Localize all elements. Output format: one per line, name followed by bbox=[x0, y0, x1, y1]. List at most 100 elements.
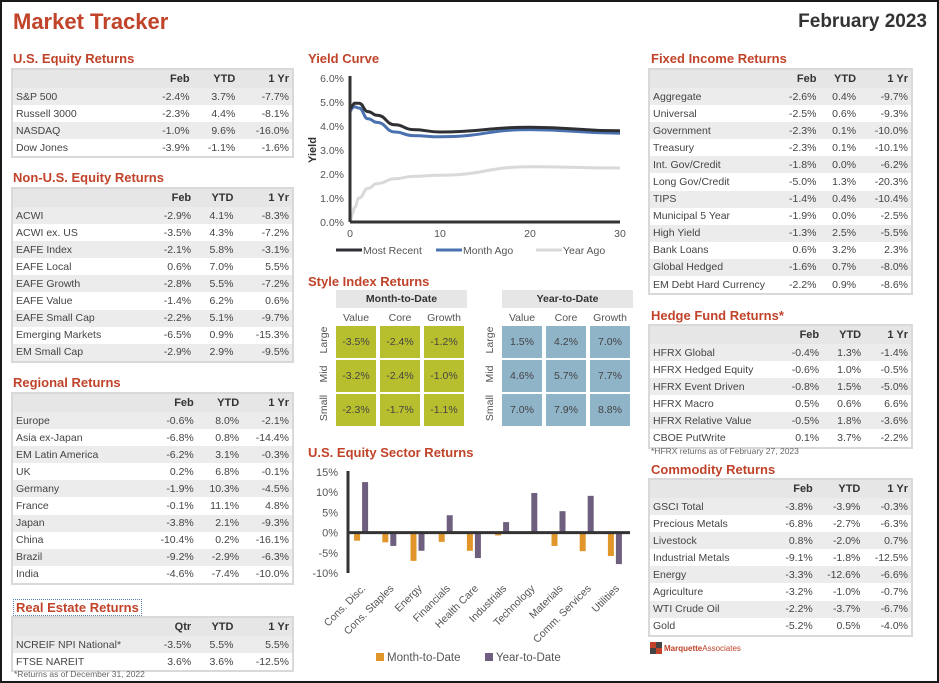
row-value: 2.3% bbox=[859, 241, 911, 259]
row-value: -2.7% bbox=[815, 515, 864, 533]
style-column-label: Core bbox=[388, 312, 412, 324]
row-value: -2.3% bbox=[775, 139, 820, 157]
column-header: YTD bbox=[194, 618, 237, 636]
table-row: Industrial Metals -9.1% -1.8% -12.5% bbox=[650, 549, 911, 567]
row-value: 1.3% bbox=[822, 344, 865, 362]
row-value: -9.2% bbox=[146, 548, 197, 566]
style-cell: 4.6% bbox=[502, 360, 542, 392]
table-row: Germany -1.9% 10.3% -4.5% bbox=[13, 480, 292, 498]
row-label: HFRX Hedged Equity bbox=[650, 361, 776, 379]
bar-ytd bbox=[418, 532, 425, 551]
legend-label: Month Ago bbox=[463, 245, 513, 257]
row-value: -5.5% bbox=[859, 224, 911, 242]
row-value: -12.6% bbox=[815, 566, 864, 584]
bar-ytd bbox=[362, 482, 369, 533]
fixed-income-table: Feb YTD 1 Yr Aggregate -2.6% 0.4% -9.7% Univers… bbox=[648, 68, 913, 296]
table-row: Int. Gov/Credit -1.8% 0.0% -6.2% bbox=[650, 156, 911, 174]
style-cell: 4.2% bbox=[546, 326, 586, 358]
hedge-fund-grid: Feb YTD 1 Yr HFRX Global -0.4% 1.3% -1.4% HFRX … bbox=[650, 326, 911, 447]
row-label: Dow Jones bbox=[13, 139, 147, 157]
table-row: HFRX Macro 0.5% 0.6% 6.6% bbox=[650, 395, 911, 413]
row-value: 0.6% bbox=[236, 292, 292, 310]
row-value: -9.1% bbox=[775, 549, 816, 567]
row-label: Global Hedged bbox=[650, 258, 776, 277]
bar-ytd bbox=[390, 532, 397, 546]
style-cell: -1.2% bbox=[424, 326, 464, 358]
row-value: -15.3% bbox=[236, 326, 292, 344]
table-row: Europe -0.6% 8.0% -2.1% bbox=[13, 412, 292, 430]
row-label: HFRX Event Driven bbox=[650, 378, 776, 396]
legend-swatch bbox=[485, 653, 493, 661]
table-row: Energy -3.3% -12.6% -6.6% bbox=[650, 566, 911, 584]
y-tick-label: 0% bbox=[322, 528, 338, 540]
row-value: -10.4% bbox=[859, 190, 911, 208]
row-value: -7.2% bbox=[236, 275, 292, 293]
bar-mtd bbox=[410, 532, 417, 561]
row-label: EAFE Index bbox=[13, 241, 147, 259]
row-value: 0.6% bbox=[775, 241, 820, 259]
page-title: Market Tracker bbox=[13, 9, 169, 34]
row-value: -3.3% bbox=[775, 566, 816, 584]
bar-ytd bbox=[474, 532, 481, 559]
row-value: -0.6% bbox=[775, 361, 823, 379]
row-label: Aggregate bbox=[650, 88, 776, 106]
column-header: YTD bbox=[194, 189, 237, 207]
column-header bbox=[13, 189, 147, 207]
table-row: Brazil -9.2% -2.9% -6.3% bbox=[13, 548, 292, 566]
y-tick-label: 1.0% bbox=[320, 193, 344, 205]
regional-table: Feb YTD 1 Yr Europe -0.6% 8.0% -2.1% Asia ex-Ja… bbox=[11, 392, 294, 585]
column-header: Feb bbox=[146, 70, 193, 88]
column-header: YTD bbox=[192, 70, 239, 88]
table-row: Municipal 5 Year -1.9% 0.0% -2.5% bbox=[650, 207, 911, 225]
style-cell: 1.5% bbox=[502, 326, 542, 358]
table-header-row: Feb YTD 1 Yr bbox=[13, 70, 292, 88]
row-value: 0.7% bbox=[863, 532, 911, 550]
y-tick-label: 5% bbox=[322, 507, 338, 519]
table-row: HFRX Relative Value -0.5% 1.8% -3.6% bbox=[650, 412, 911, 430]
row-value: 0.4% bbox=[819, 88, 860, 106]
row-value: 0.9% bbox=[194, 326, 237, 344]
row-label: EAFE Small Cap bbox=[13, 309, 147, 327]
row-value: -8.1% bbox=[238, 105, 292, 123]
row-label: Agriculture bbox=[650, 583, 776, 601]
style-cell: -1.0% bbox=[424, 360, 464, 392]
table-row: Global Hedged -1.6% 0.7% -8.0% bbox=[650, 258, 911, 277]
us-equity-table: Feb YTD 1 Yr S&P 500 -2.4% 3.7% -7.7% Russell 3… bbox=[11, 68, 294, 159]
row-value: -2.9% bbox=[196, 548, 243, 566]
y-tick-label: 3.0% bbox=[320, 145, 344, 157]
row-value: -7.7% bbox=[238, 88, 292, 106]
yield-curve-title: Yield Curve bbox=[308, 51, 380, 66]
row-value: 1.8% bbox=[822, 412, 865, 430]
row-label: UK bbox=[13, 463, 147, 481]
table-row: HFRX Hedged Equity -0.6% 1.0% -0.5% bbox=[650, 361, 911, 379]
row-label: NCREIF NPI National* bbox=[13, 636, 147, 654]
style-column-label: Growth bbox=[593, 312, 627, 324]
row-label: TIPS bbox=[650, 190, 776, 208]
bar-mtd bbox=[607, 532, 614, 557]
row-value: -1.8% bbox=[775, 156, 820, 174]
row-value: 10.3% bbox=[196, 480, 243, 498]
row-value: 6.6% bbox=[864, 395, 911, 413]
row-value: 5.5% bbox=[194, 636, 237, 654]
series-line-1 bbox=[349, 105, 621, 139]
row-value: -2.1% bbox=[242, 412, 292, 430]
row-value: 0.0% bbox=[819, 207, 860, 225]
table-row: EM Debt Hard Currency -2.2% 0.9% -8.6% bbox=[650, 276, 911, 294]
row-value: -4.5% bbox=[242, 480, 292, 498]
us-equity-title: U.S. Equity Returns bbox=[13, 51, 135, 66]
sector-returns-chart: -10%-5%0%5%10%15%Cons. Disc.Cons. Staple… bbox=[312, 467, 630, 664]
row-value: -0.3% bbox=[242, 446, 292, 464]
row-value: -0.3% bbox=[863, 498, 911, 516]
x-tick-label: 0 bbox=[347, 228, 353, 240]
row-value: 0.1% bbox=[775, 429, 823, 447]
bar-mtd bbox=[382, 532, 389, 543]
row-value: -3.7% bbox=[815, 600, 864, 618]
series-line-0 bbox=[349, 101, 621, 134]
row-value: -6.2% bbox=[146, 446, 197, 464]
y-tick-label: 10% bbox=[316, 487, 338, 499]
real-estate-grid: Qtr YTD 1 Yr NCREIF NPI National* -3.5% 5.5% 5… bbox=[13, 618, 292, 671]
row-value: -6.8% bbox=[775, 515, 816, 533]
row-value: -1.0% bbox=[815, 583, 864, 601]
row-value: -10.4% bbox=[146, 531, 197, 549]
style-cell: -1.7% bbox=[380, 394, 420, 426]
